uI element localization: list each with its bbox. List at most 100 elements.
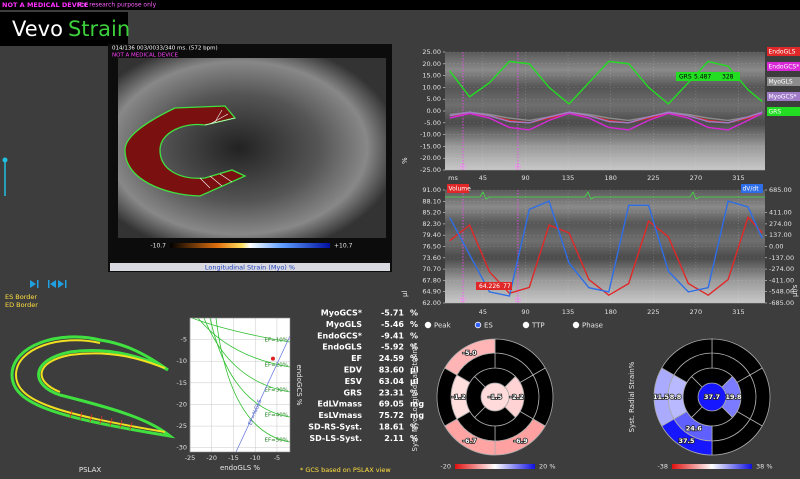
measurements: MyoGCS* -5.71 % MyoGLS -5.46 % EndoGCS* -9.41 % E… <box>308 309 424 443</box>
phase-label: ES <box>515 298 521 304</box>
legend-box[interactable] <box>741 184 763 193</box>
colorbar <box>672 464 752 469</box>
y2-tick-label: -411.00 <box>769 276 794 284</box>
segment-label: 37.5 <box>678 437 695 445</box>
readout-name: GRS <box>679 73 692 80</box>
radio-button[interactable] <box>424 321 432 329</box>
measure-unit: % <box>410 320 418 329</box>
x-tick-label: -25 <box>185 454 196 462</box>
contour-vectors <box>69 409 133 431</box>
y2-tick-label: -685.00 <box>769 299 794 307</box>
series-line <box>449 111 763 124</box>
x-tick-label: 225 <box>647 174 659 182</box>
measure-name: MyoGCS* <box>321 309 363 318</box>
point <box>270 356 275 361</box>
legend-box[interactable] <box>447 184 469 193</box>
measure-name: EsLVmass <box>318 411 362 420</box>
segment-label: 19.8 <box>725 393 742 401</box>
segment-label: -6.9 <box>513 437 528 445</box>
banner <box>0 0 800 10</box>
x-tick-label: 45 <box>479 174 487 182</box>
measure-value: 18.61 <box>379 423 405 432</box>
y-tick-label: -20.00 <box>420 154 441 162</box>
readout-value: 5.487 <box>694 73 711 80</box>
legend-box[interactable] <box>767 92 800 101</box>
y-tick-label: -20 <box>176 400 187 408</box>
legend-label[interactable]: EndoGLS <box>769 48 796 55</box>
x-tick-label: 315 <box>732 308 744 316</box>
legend-box[interactable] <box>767 62 800 71</box>
y-tick-label: 5.00 <box>427 95 441 103</box>
legend-box[interactable] <box>767 77 800 86</box>
measure-name: EdLVmass <box>317 400 362 409</box>
y-tick-label: 91.00 <box>422 186 441 194</box>
y-tick-label: 62.00 <box>422 299 441 307</box>
x-tick-label: 45 <box>479 308 487 316</box>
image-warning: NOT A MEDICAL DEVICE <box>112 53 178 59</box>
radio-group[interactable]: Peak ES TTP Phase <box>424 321 603 330</box>
measure-unit: % <box>410 388 418 397</box>
segment-label: -1.5 <box>488 393 503 401</box>
radio-label[interactable]: ES <box>484 322 493 330</box>
radio-label[interactable]: Peak <box>434 322 452 330</box>
legend-label[interactable]: Volume <box>449 185 472 192</box>
legend-label[interactable]: GRS <box>769 108 782 115</box>
ef-curve-label: EF=40% <box>265 413 288 419</box>
y-tick-label: -5 <box>181 336 187 344</box>
y-axis-label: endoGCS % <box>295 364 303 405</box>
x-tick-label: 315 <box>732 174 744 182</box>
radio-label[interactable]: TTP <box>531 322 545 330</box>
x-tick-label: 225 <box>647 308 659 316</box>
radio-button[interactable] <box>474 321 482 329</box>
caption-strip <box>110 263 390 271</box>
legend-label[interactable]: dV/dt <box>743 185 760 192</box>
y-tick-label: 20.00 <box>422 60 441 68</box>
myocardium <box>124 105 247 197</box>
measure-value: 63.04 <box>379 377 405 386</box>
slider-thumb[interactable] <box>2 157 8 163</box>
segment-label: -2.2 <box>509 393 523 401</box>
segment-label: 11.5 <box>653 393 670 401</box>
ef-curve-label: EF=10% <box>265 338 288 344</box>
y2-tick-label: -548.00 <box>769 288 794 296</box>
y-tick-label: 67.80 <box>422 276 441 284</box>
segment <box>661 338 713 376</box>
measure-unit: % <box>410 423 418 432</box>
colorbar-label: -20 <box>440 463 451 471</box>
y2-tick-label: -274.00 <box>769 265 794 273</box>
y-tick-label: 76.50 <box>422 243 441 251</box>
y-tick-label: 64.90 <box>422 288 441 296</box>
readout-time: 328 <box>722 73 734 80</box>
logo: Vevo Strain <box>12 17 130 41</box>
legend-box[interactable] <box>767 47 800 56</box>
image-caption: Longitudinal Strain (Myo) % <box>205 264 295 272</box>
ecg-trace <box>445 191 765 200</box>
image-scale-min: -10.7 <box>150 243 166 250</box>
readout-time: 77 <box>503 283 511 290</box>
series-line <box>449 111 763 122</box>
es-border-label: ES Border <box>5 293 37 301</box>
x-tick-label: 135 <box>562 174 574 182</box>
legend-label[interactable]: EndoGCS* <box>769 63 800 70</box>
measure-value: 75.72 <box>379 411 404 420</box>
playback[interactable] <box>30 280 67 288</box>
x-axis-label: endoGLS % <box>220 464 260 472</box>
legend-label[interactable]: MyoGLS <box>769 78 793 85</box>
legend-box[interactable] <box>767 107 800 116</box>
x-tick-label: 270 <box>690 308 702 316</box>
measure-name: EndoGLS <box>322 343 362 352</box>
segment <box>444 338 496 376</box>
segment-label: 8.8 <box>670 393 682 401</box>
y2-tick-label: -137.00 <box>769 254 794 262</box>
y2-tick-label: 274.00 <box>769 220 792 228</box>
radio-button[interactable] <box>522 321 530 329</box>
y-tick-label: 15.00 <box>422 72 441 80</box>
radio-label[interactable]: Phase <box>582 322 603 330</box>
radio-button[interactable] <box>572 321 580 329</box>
plot-background <box>190 318 290 452</box>
phase-label: ED <box>459 165 466 171</box>
legend-label[interactable]: MyoGCS* <box>769 93 797 100</box>
measure-unit: % <box>410 331 418 340</box>
image-colorbar <box>170 243 330 248</box>
